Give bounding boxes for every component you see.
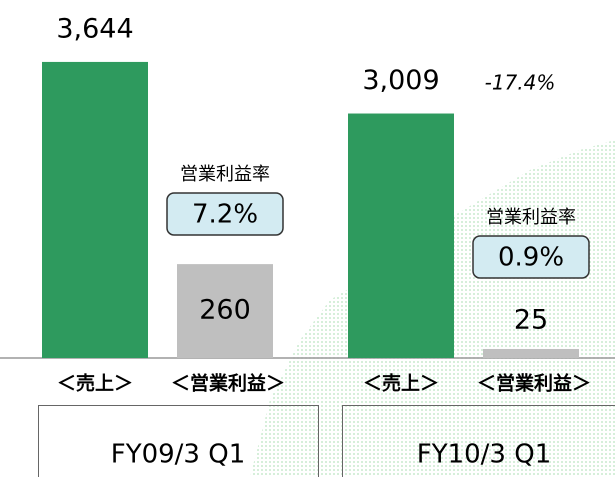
category-label: FY10/3 Q1 xyxy=(417,440,552,470)
bar xyxy=(42,61,148,359)
value-label: 260 xyxy=(199,295,251,326)
category-box xyxy=(38,405,319,477)
margin-box xyxy=(166,192,284,236)
category-box xyxy=(342,405,615,477)
series-label: ＜売上＞ xyxy=(57,372,133,395)
margin-box xyxy=(472,235,590,279)
margin-title: 営業利益率 xyxy=(486,207,576,228)
value-label: 3,644 xyxy=(56,13,133,44)
series-label: ＜売上＞ xyxy=(363,372,439,395)
series-label: ＜営業利益＞ xyxy=(477,372,591,395)
margin-value: 7.2% xyxy=(192,200,258,230)
bar xyxy=(348,113,454,358)
change-label: -17.4% xyxy=(485,71,556,95)
margin-title: 営業利益率 xyxy=(180,164,270,185)
series-label: ＜営業利益＞ xyxy=(171,372,285,395)
value-label: 3,009 xyxy=(362,65,439,96)
bar xyxy=(177,264,273,358)
bar xyxy=(483,348,579,358)
value-label: 25 xyxy=(514,304,548,335)
category-label: FY09/3 Q1 xyxy=(111,440,246,470)
margin-value: 0.9% xyxy=(498,243,564,273)
